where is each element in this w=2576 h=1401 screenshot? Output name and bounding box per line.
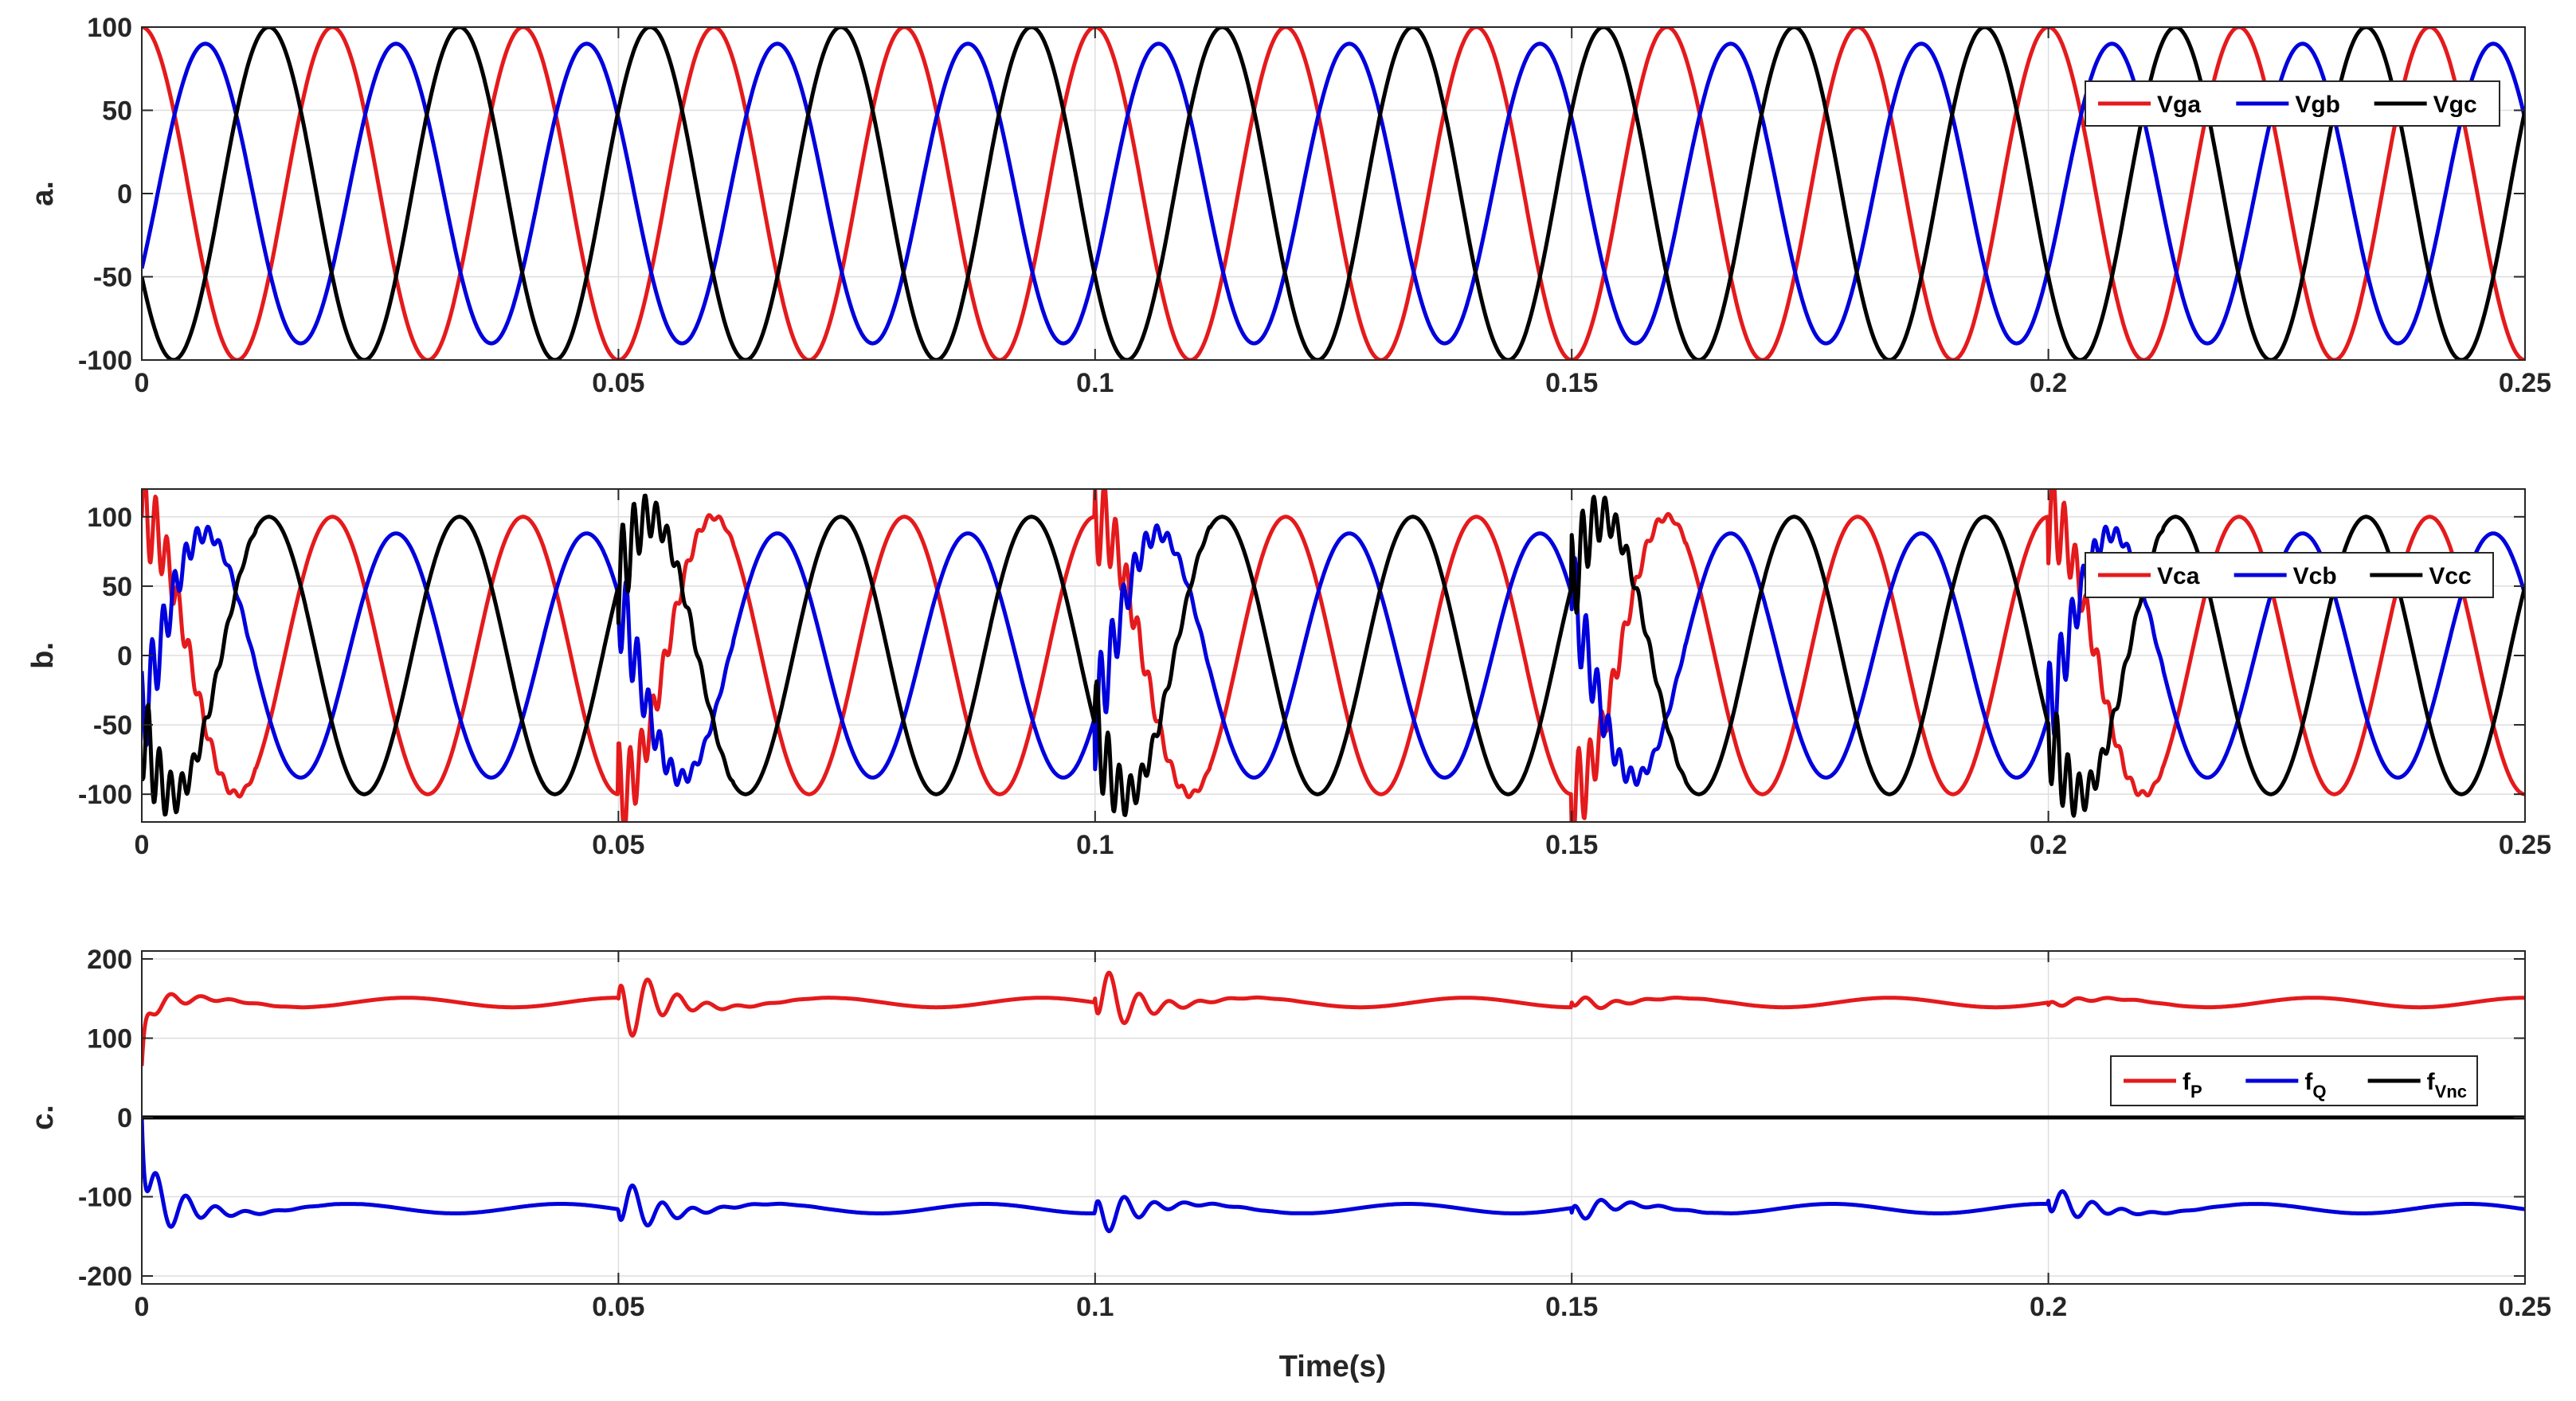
y-tick-label: -100 xyxy=(78,780,132,810)
y-tick-label: 50 xyxy=(102,96,132,127)
x-tick-label: 0.2 xyxy=(2030,368,2067,398)
y-tick-label: 0 xyxy=(117,1103,132,1133)
series-line-vga xyxy=(142,27,2525,360)
series-line-vgc xyxy=(142,27,2525,360)
x-tick-label: 0.15 xyxy=(1545,830,1598,860)
x-tick-label: 0.25 xyxy=(2499,830,2551,860)
series-line-vgb xyxy=(142,41,2525,346)
legend-label-vca: Vca xyxy=(2157,563,2200,589)
x-tick-label: 0 xyxy=(135,1292,150,1322)
x-tick-label: 0.15 xyxy=(1545,1292,1598,1322)
panel-label: a. xyxy=(26,181,60,206)
series-line-vca xyxy=(142,489,2525,822)
x-axis-label: Time(s) xyxy=(1279,1350,1386,1383)
legend-label-vga: Vga xyxy=(2157,92,2201,118)
series-group xyxy=(142,27,2525,360)
series-group xyxy=(142,970,2525,1234)
y-tick-label: -50 xyxy=(93,263,132,293)
legend-label-vcb: Vcb xyxy=(2293,563,2337,589)
y-tick-label: 100 xyxy=(87,1023,132,1054)
x-tick-label: 0.15 xyxy=(1545,368,1598,398)
legend: Vga Vgb Vgc xyxy=(2085,80,2500,127)
x-tick-label: 0.05 xyxy=(592,368,644,398)
y-tick-label: 100 xyxy=(87,503,132,533)
y-tick-label: 50 xyxy=(102,572,132,602)
y-tick-label: -100 xyxy=(78,1183,132,1213)
y-tick-label: 200 xyxy=(87,945,132,975)
legend-box xyxy=(2085,80,2500,127)
x-tick-label: 0.25 xyxy=(2499,1292,2551,1322)
y-tick-label: 0 xyxy=(117,641,132,671)
subplot-a: 0 0.05 0.1 0.15 0.2 0.25 -100 -50 0 50 100 a. Vga Vgb… xyxy=(26,13,2551,398)
subplot-b: 0 0.05 0.1 0.15 0.2 0.25 -100 -50 0 50 100 b. Vca Vcb… xyxy=(26,488,2551,860)
x-tick-label: 0.1 xyxy=(1076,368,1114,398)
y-tick-label: 0 xyxy=(117,179,132,209)
legend-label-vgc: Vgc xyxy=(2433,92,2477,118)
legend: Vca Vcb Vcc xyxy=(2085,552,2494,598)
x-tick-label: 0.25 xyxy=(2499,368,2551,398)
series-line-f-q xyxy=(142,1117,2525,1234)
legend-label-vcc: Vcc xyxy=(2429,563,2471,589)
panel-label: b. xyxy=(26,642,60,669)
series-line-vcc xyxy=(142,493,2525,818)
x-tick-label: 0.2 xyxy=(2030,830,2067,860)
x-tick-label: 0.05 xyxy=(592,1292,644,1322)
x-tick-label: 0 xyxy=(135,830,150,860)
x-tick-label: 0.1 xyxy=(1076,830,1114,860)
legend-box xyxy=(2085,552,2494,598)
y-tick-label: -200 xyxy=(78,1262,132,1292)
grid xyxy=(141,951,2526,1284)
x-tick-label: 0.1 xyxy=(1076,1292,1114,1322)
series-line-vcb xyxy=(142,523,2525,787)
y-tick-label: -50 xyxy=(93,710,132,741)
subplot-c: 0 0.05 0.1 0.15 0.2 0.25 -200 -100 0 100 200 c. fP fQ… xyxy=(26,945,2551,1322)
series-line-f-p xyxy=(142,970,2525,1066)
legend-label-vgb: Vgb xyxy=(2295,92,2340,118)
y-tick-label: 100 xyxy=(87,13,132,43)
x-tick-label: 0.2 xyxy=(2030,1292,2067,1322)
panel-label: c. xyxy=(26,1105,60,1130)
series-group xyxy=(142,489,2525,822)
x-tick-label: 0.05 xyxy=(592,830,644,860)
x-tick-label: 0 xyxy=(135,368,150,398)
y-tick-label: -100 xyxy=(78,346,132,376)
legend: fP fQ fVnc xyxy=(2110,1055,2478,1106)
